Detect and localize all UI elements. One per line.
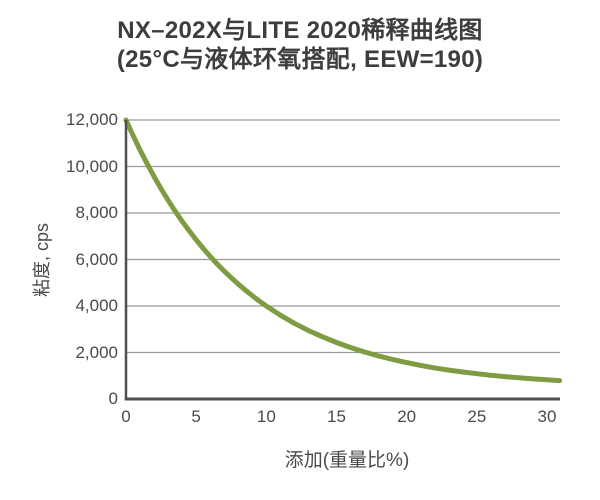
- x-tick-label: 5: [191, 407, 201, 426]
- chart-title: NX–202X与LITE 2020稀释曲线图: [117, 17, 483, 44]
- y-tick-label: 8,000: [75, 203, 118, 222]
- x-tick-label: 15: [327, 407, 346, 426]
- chart-title-block: NX–202X与LITE 2020稀释曲线图 (25°C与液体环氧搭配, EEW…: [0, 16, 600, 74]
- y-axis-title: 粘度, cps: [32, 222, 52, 298]
- x-tick-label: 30: [537, 407, 557, 426]
- gridlines: [126, 119, 560, 354]
- x-tick-label: 0: [121, 407, 131, 426]
- x-tick-label: 25: [467, 407, 487, 426]
- x-tick-label: 20: [397, 407, 417, 426]
- dilution-curve-line: [123, 117, 563, 384]
- chart-subtitle: (25°C与液体环氧搭配, EEW=190): [116, 46, 484, 73]
- y-tick-label: 10,000: [66, 156, 118, 176]
- x-tick-label: 10: [256, 407, 276, 426]
- y-tick-label: 12,000: [66, 110, 118, 129]
- y-tick-label: 4,000: [75, 296, 118, 315]
- y-tick-label: 6,000: [75, 249, 118, 269]
- y-tick-label: 2,000: [75, 342, 118, 362]
- y-tick-label: 0: [108, 389, 118, 408]
- x-axis-title: 添加(重量比%): [284, 450, 410, 471]
